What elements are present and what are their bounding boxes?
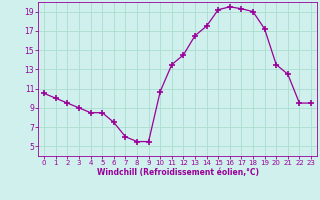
X-axis label: Windchill (Refroidissement éolien,°C): Windchill (Refroidissement éolien,°C) [97, 168, 259, 177]
